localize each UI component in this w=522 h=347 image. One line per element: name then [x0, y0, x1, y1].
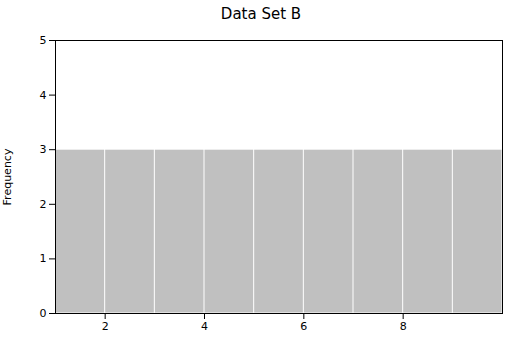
svg-text:6: 6: [300, 320, 307, 333]
svg-text:4: 4: [40, 89, 47, 102]
svg-text:3: 3: [40, 143, 47, 156]
svg-text:4: 4: [201, 320, 208, 333]
svg-text:0: 0: [40, 307, 47, 320]
svg-text:Frequency: Frequency: [1, 148, 14, 205]
svg-text:5: 5: [40, 34, 47, 47]
svg-text:2: 2: [40, 198, 47, 211]
svg-text:2: 2: [102, 320, 109, 333]
svg-text:8: 8: [400, 320, 407, 333]
svg-text:1: 1: [40, 252, 47, 265]
html-text:Data Set B: Data Set B: [220, 5, 302, 23]
